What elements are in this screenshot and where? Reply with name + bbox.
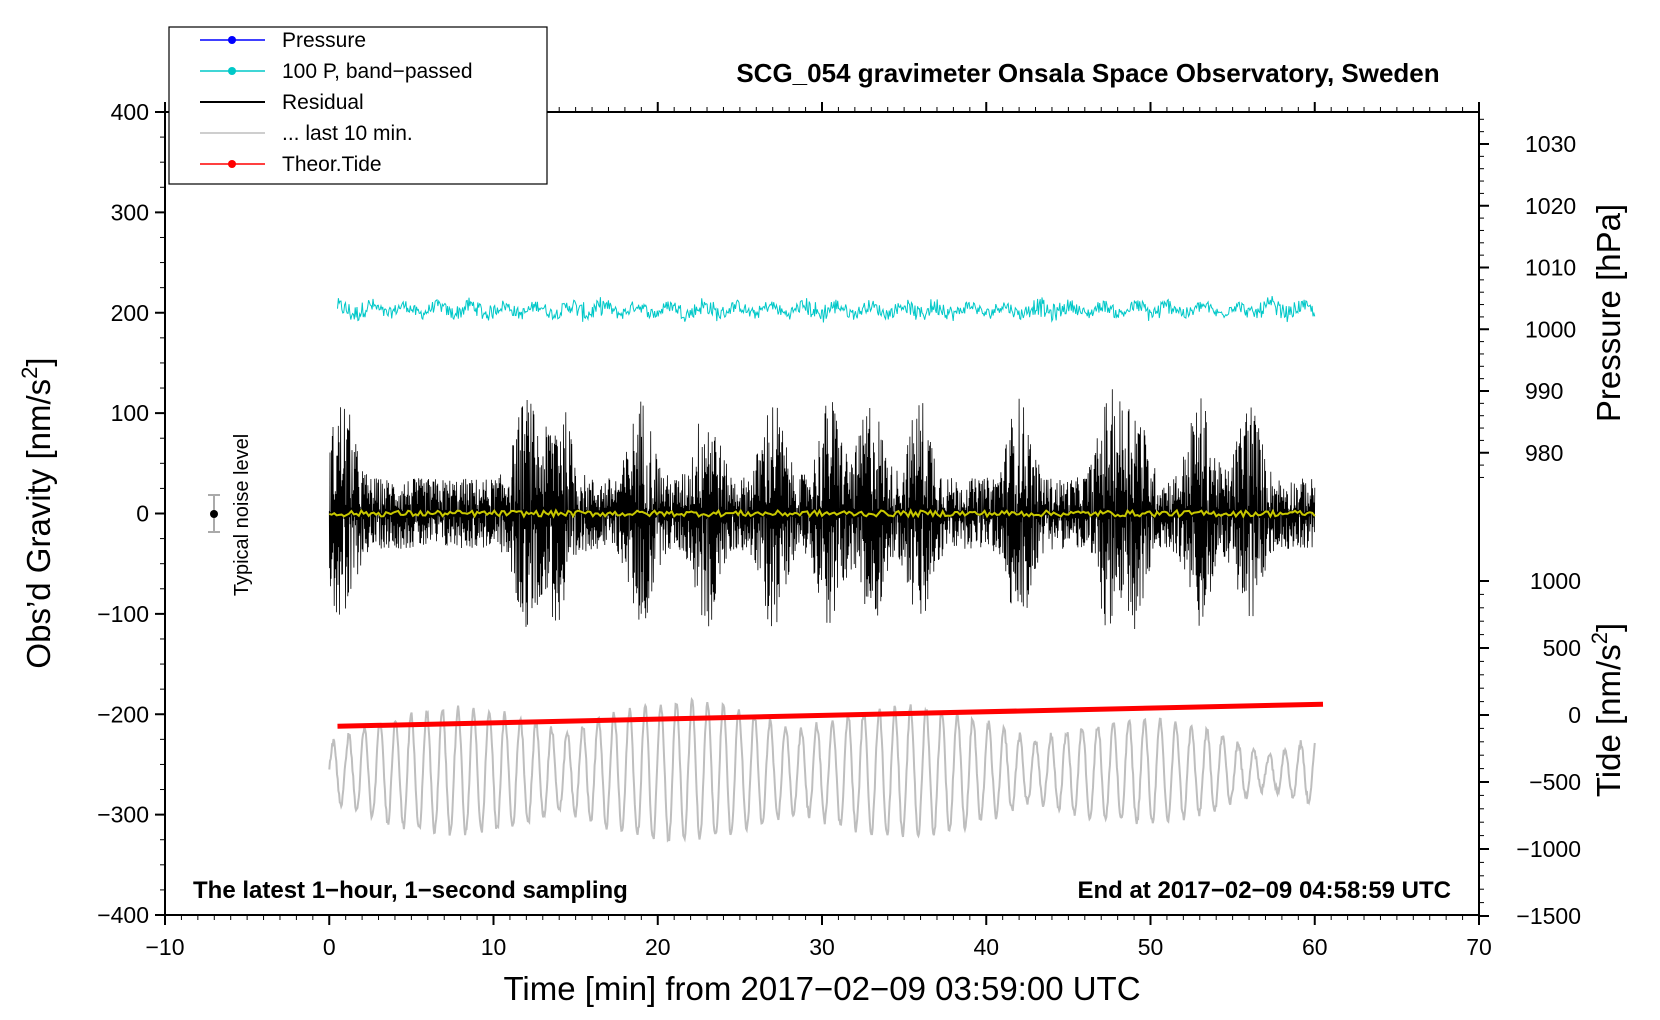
series-residual bbox=[328, 389, 1316, 630]
chart-title: SCG_054 gravimeter Onsala Space Observat… bbox=[736, 58, 1439, 88]
y-axis-label-gravity-main: Obs’d Gravity [nm/s bbox=[20, 379, 57, 669]
series-last-10-min bbox=[328, 696, 1316, 843]
x-tick-label: 70 bbox=[1466, 934, 1492, 960]
x-tick-label: 20 bbox=[645, 934, 671, 960]
legend-label: Theor.Tide bbox=[282, 153, 382, 176]
pressure-tick-label: 1010 bbox=[1525, 255, 1576, 281]
legend-label: Residual bbox=[282, 91, 364, 114]
pressure-tick-label: 980 bbox=[1525, 440, 1563, 466]
legend-marker bbox=[228, 160, 236, 168]
y-tick-label: −300 bbox=[97, 802, 149, 828]
pressure-tick-label: 1000 bbox=[1525, 316, 1576, 342]
y-axis-label-tide-main: Tide [nm/s bbox=[1590, 644, 1627, 797]
pressure-tick-label: 1030 bbox=[1525, 131, 1576, 157]
subtitle-right: End at 2017−02−09 04:58:59 UTC bbox=[1077, 877, 1451, 904]
legend-marker bbox=[228, 67, 236, 75]
series-theoretical-tide bbox=[337, 701, 1324, 729]
tide-tick-label: −500 bbox=[1529, 769, 1581, 795]
x-tick-label: 30 bbox=[809, 934, 835, 960]
y-tick-label: −200 bbox=[97, 701, 149, 727]
y-tick-label: 200 bbox=[111, 300, 149, 326]
y-tick-label: 100 bbox=[111, 400, 149, 426]
legend-label: ... last 10 min. bbox=[282, 122, 413, 145]
legend: Pressure 100 P, band−passed Residual ... la… bbox=[168, 26, 548, 185]
y-axis-label-gravity: Obs’d Gravity [nm/s2] bbox=[17, 357, 57, 668]
y-axis-label-gravity-close: ] bbox=[20, 357, 57, 366]
y-tick-label: −400 bbox=[97, 902, 149, 928]
y-tick-label: 300 bbox=[111, 199, 149, 225]
y-tick-label: −100 bbox=[97, 601, 149, 627]
x-tick-label: 60 bbox=[1302, 934, 1328, 960]
tide-tick-label: 500 bbox=[1543, 635, 1581, 661]
tide-tick-label: −1000 bbox=[1516, 836, 1581, 862]
y-tick-label: 400 bbox=[111, 99, 149, 125]
subtitle-left: The latest 1−hour, 1−second sampling bbox=[193, 877, 628, 904]
y-tick-label: 0 bbox=[136, 501, 149, 527]
legend-label: 100 P, band−passed bbox=[282, 60, 473, 83]
noise-bar: Typical noise level bbox=[208, 434, 253, 596]
x-tick-label: 10 bbox=[481, 934, 507, 960]
legend-box bbox=[168, 26, 548, 185]
noise-level-label: Typical noise level bbox=[231, 434, 253, 596]
x-tick-label: 50 bbox=[1138, 934, 1164, 960]
legend-label: Pressure bbox=[282, 29, 366, 52]
pressure-tick-label: 990 bbox=[1525, 378, 1563, 404]
x-tick-label: −10 bbox=[145, 934, 184, 960]
series-residual-smoothed bbox=[328, 508, 1316, 519]
legend-items: Pressure 100 P, band−passed Residual ... la… bbox=[200, 29, 473, 176]
y-axis-label-pressure: Pressure [hPa] bbox=[1590, 204, 1627, 422]
y-axis-label-tide-close: ] bbox=[1590, 623, 1627, 632]
y-axis-label-tide-sup: 2 bbox=[1587, 632, 1612, 644]
x-tick-label: 0 bbox=[323, 934, 336, 960]
series-pressure-bandpassed bbox=[337, 296, 1316, 323]
tide-tick-label: 1000 bbox=[1530, 568, 1581, 594]
tide-tick-label: 0 bbox=[1568, 702, 1581, 728]
pressure-tick-label: 1020 bbox=[1525, 193, 1576, 219]
plot-content bbox=[328, 296, 1324, 843]
y-axis-label-gravity-sup: 2 bbox=[17, 367, 42, 379]
x-tick-label: 40 bbox=[973, 934, 999, 960]
noise-bar-point bbox=[210, 510, 218, 518]
legend-marker bbox=[228, 36, 236, 44]
tide-tick-label: −1500 bbox=[1516, 903, 1581, 929]
x-axis-label: Time [min] from 2017−02−09 03:59:00 UTC bbox=[503, 970, 1140, 1007]
y-axis-label-tide: Tide [nm/s2] bbox=[1587, 623, 1627, 797]
axes: −10 0 10 20 30 40 50 60 704003002001000−100−200−… bbox=[97, 99, 1581, 960]
